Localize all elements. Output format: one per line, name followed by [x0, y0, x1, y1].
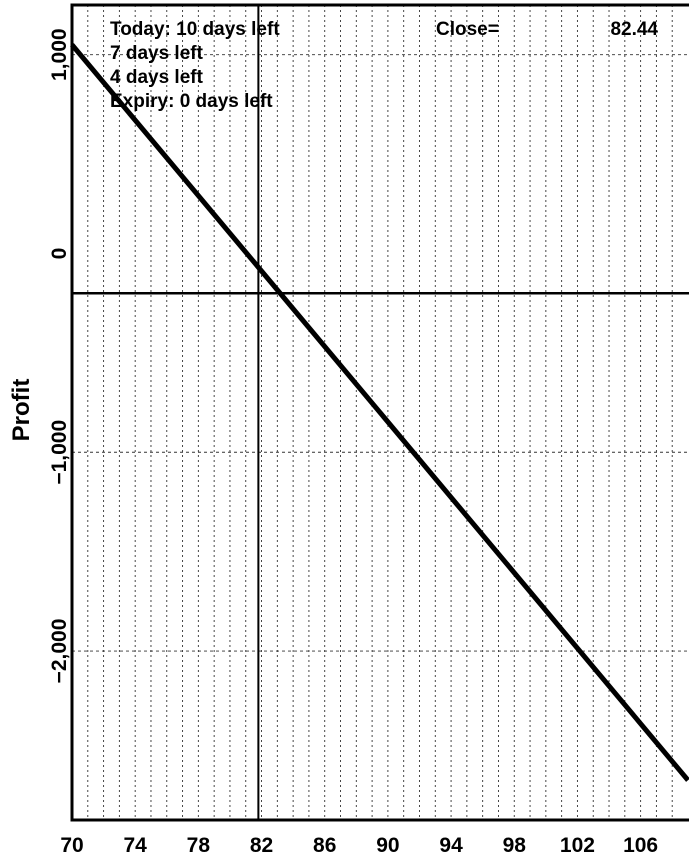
series-line — [70, 43, 689, 782]
y-tick-label: −1,000 — [48, 420, 71, 485]
x-tick-label: 70 — [60, 834, 83, 857]
x-tick-label: 90 — [376, 834, 399, 857]
y-tick-label: −2,000 — [48, 619, 71, 684]
x-tick-label: 102 — [560, 834, 595, 857]
legend: Today: 10 days left 7 days left 4 days lef… — [110, 19, 280, 112]
y-axis-ticks: 1,000 0 −1,000 −2,000 — [48, 28, 71, 683]
x-tick-label: 82 — [250, 834, 273, 857]
close-label: Close= — [436, 19, 499, 40]
x-tick-label: 98 — [503, 834, 527, 857]
x-tick-label: 86 — [313, 834, 336, 857]
x-tick-label: 94 — [439, 834, 463, 857]
series-group — [70, 43, 689, 782]
y-axis-label: Profit — [8, 379, 35, 442]
close-value: 82.44 — [610, 19, 658, 40]
y-tick-label: 1,000 — [48, 28, 71, 81]
y-tick-label: 0 — [48, 248, 71, 260]
legend-entry: Expiry: 0 days left — [110, 91, 273, 112]
grid — [72, 5, 688, 820]
x-tick-label: 78 — [187, 834, 211, 857]
x-tick-label: 106 — [623, 834, 658, 857]
x-axis-ticks: 70 74 78 82 86 90 94 98 102 106 — [60, 834, 658, 857]
x-tick-label: 74 — [123, 834, 147, 857]
legend-entry: 4 days left — [110, 67, 204, 88]
legend-entry: 7 days left — [110, 43, 204, 64]
plot-frame — [70, 3, 689, 822]
legend-entry: Today: 10 days left — [110, 19, 280, 40]
